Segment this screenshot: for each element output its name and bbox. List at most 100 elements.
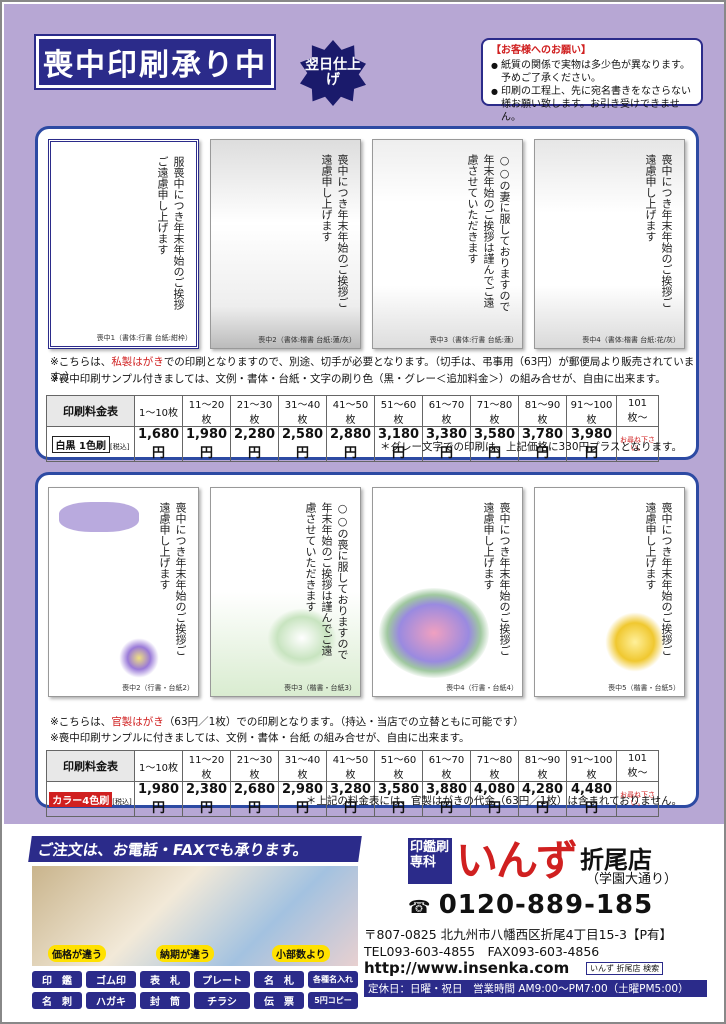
- search-box[interactable]: いんず 折尾店 検索: [586, 962, 664, 975]
- range-cell: 41〜50枚: [326, 750, 375, 782]
- price-table-color: 印刷料金表 1〜10枚 11〜20枚 21〜30枚 31〜40枚 41〜50枚 …: [46, 750, 659, 817]
- price-cell: 4,280円: [518, 781, 567, 817]
- notice-title: 【お客様へのお願い】: [491, 45, 591, 56]
- card-message: 喪中につき年末年始のご挨拶ご遠慮申し上げます: [644, 154, 673, 308]
- sample-card-1[interactable]: 服喪中につき年末年始のご挨拶ご遠慮申し上げます 喪中1（書体:行書 台紙:紺枠）: [48, 139, 199, 349]
- type-cell: 白黒 1色刷 [税込]: [46, 426, 135, 462]
- price-cell: 3,180円: [374, 426, 423, 462]
- website-link[interactable]: http://www.insenka.com: [364, 959, 570, 977]
- daisy-flower-decoration: [267, 608, 337, 668]
- range-cell: 11〜20枚: [182, 750, 231, 782]
- footer-section: ご注文は、お電話・FAXでも承ります。 価格が違う 納期が違う 小部数より 印 …: [4, 826, 724, 1022]
- service-slip: 伝 票: [254, 992, 304, 1009]
- shop-address: 〒807-0825 北九州市八幡西区折尾4丁目15-3【P有】: [364, 927, 673, 942]
- service-plate: プレート: [194, 971, 250, 988]
- range-cell: 51〜60枚: [374, 750, 423, 782]
- sample-card-7[interactable]: 喪中につき年末年始のご挨拶ご遠慮申し上げます 喪中4（行書・台紙4）: [372, 487, 523, 697]
- note-postcard: ※こちらは、私製はがきでの印刷となりますので、別途、切手が必要となります。（切手…: [50, 356, 695, 383]
- top-section: 喪中印刷承り中 翌日仕上げ 【お客様へのお願い】 紙質の関係で実物は多少色が異な…: [4, 4, 724, 824]
- products-photo: 価格が違う 納期が違う 小部数より: [32, 866, 358, 966]
- color-panel: 喪中につき年末年始のご挨拶ご遠慮申し上げます 喪中2（行書・台紙2） ○○の喪に…: [35, 472, 699, 817]
- price-tag: 価格が違う: [48, 945, 106, 962]
- sample-card-5[interactable]: 喪中につき年末年始のご挨拶ご遠慮申し上げます 喪中2（行書・台紙2）: [48, 487, 199, 697]
- flower-basket-decoration: [379, 588, 489, 678]
- page-title: 喪中印刷承り中: [34, 34, 276, 90]
- price-cell: 2,380円: [182, 781, 231, 817]
- range-cell: 21〜30枚: [230, 395, 279, 427]
- price-cell: 3,280円: [326, 781, 375, 817]
- gray-text-note: ＊グレー文字での印刷は、上記価格に330円プラスとなります。: [380, 441, 682, 453]
- service-nameplate: 表 札: [140, 971, 190, 988]
- range-cell: 1〜10枚: [134, 395, 183, 427]
- phone-icon: ☎: [408, 897, 439, 918]
- card-message: 喪中につき年末年始のご挨拶ご遠慮申し上げます: [320, 154, 349, 308]
- service-name-tag: 名 札: [254, 971, 304, 988]
- price-cell: 2,980円: [278, 781, 327, 817]
- range-cell: 71〜80枚: [470, 750, 519, 782]
- card-message: ○○の喪に服しておりますので年末年始のご挨拶は謹んでご遠慮させていただきます: [304, 502, 349, 660]
- sample-card-8[interactable]: 喪中につき年末年始のご挨拶ご遠慮申し上げます 喪中5（楷書・台紙5）: [534, 487, 685, 697]
- shop-location: （学園大通り）: [586, 872, 678, 887]
- price-table-mono: 印刷料金表 1〜10枚 11〜20枚 21〜30枚 31〜40枚 41〜50枚 …: [46, 395, 659, 462]
- purple-brush-decoration: [59, 502, 139, 532]
- range-cell: 91〜100枚: [566, 395, 617, 427]
- range-cell: 81〜90枚: [518, 750, 567, 782]
- card-message: ○○の妻に服しておりますので年末年始のご挨拶は謹んでご遠慮させていただきます: [466, 154, 511, 312]
- postcard-price-note: ＊上記の料金表には、官製はがきの代金（63円／1枚）は含まれておりません。: [305, 795, 682, 807]
- price-cell: 1,980円: [134, 781, 183, 817]
- card-message: 喪中につき年末年始のご挨拶ご遠慮申し上げます: [482, 502, 511, 656]
- range-cell: 61〜70枚: [422, 750, 471, 782]
- range-cell: 51〜60枚: [374, 395, 423, 427]
- range-cell: 1〜10枚: [134, 750, 183, 782]
- range-cell: 21〜30枚: [230, 750, 279, 782]
- card-caption: 喪中2（行書・台紙2）: [122, 684, 194, 692]
- price-cell: お尋ね下さい。: [616, 781, 659, 817]
- price-cell: 1,680円: [134, 426, 183, 462]
- card-caption: 喪中4（行書・台紙4）: [446, 684, 518, 692]
- service-business-card: 名 刺: [32, 992, 82, 1009]
- range-cell: 71〜80枚: [470, 395, 519, 427]
- aster-flower-decoration: [119, 638, 159, 678]
- service-seal: 印 鑑: [32, 971, 82, 988]
- range-cell: 81〜90枚: [518, 395, 567, 427]
- price-cell: 2,580円: [278, 426, 327, 462]
- customer-notice: 【お客様へのお願い】 紙質の関係で実物は多少色が異なります。予めご了承ください。…: [481, 38, 703, 123]
- card-caption: 喪中3（楷書・台紙3）: [284, 684, 356, 692]
- note-postcard: ※こちらは、官製はがき（63円／1枚）での印刷となります。（持込・当店での立替と…: [50, 716, 524, 728]
- card-caption: 喪中1（書体:行書 台紙:紺枠）: [96, 334, 192, 342]
- price-cell: 3,580円: [470, 426, 519, 462]
- range-cell: 11〜20枚: [182, 395, 231, 427]
- card-caption: 喪中2（書体:楷書 台紙:蓮/灰）: [258, 336, 356, 344]
- next-day-badge: 翌日仕上げ: [300, 40, 366, 106]
- service-envelope: 封 筒: [140, 992, 190, 1009]
- delivery-tag: 納期が違う: [156, 945, 214, 962]
- sample-card-2[interactable]: 喪中につき年末年始のご挨拶ご遠慮申し上げます 喪中2（書体:楷書 台紙:蓮/灰）: [210, 139, 361, 349]
- note-combination: ※喪中印刷サンプル付きましては、文例・書体・台紙・文字の刷り色（黒・グレー＜追加…: [50, 373, 666, 385]
- card-message: 喪中につき年末年始のご挨拶ご遠慮申し上げます: [158, 502, 187, 656]
- service-copy: 5円コピー: [308, 992, 358, 1009]
- service-name-printing: 各種名入れ: [308, 971, 358, 988]
- monochrome-panel: 服喪中につき年末年始のご挨拶ご遠慮申し上げます 喪中1（書体:行書 台紙:紺枠）…: [35, 126, 699, 462]
- sample-card-4[interactable]: 喪中につき年末年始のご挨拶ご遠慮申し上げます 喪中4（書体:楷書 台紙:花/灰）: [534, 139, 685, 349]
- price-table-label: 印刷料金表: [46, 395, 135, 427]
- tel-fax: TEL093-603-4855 FAX093-603-4856: [364, 944, 600, 959]
- range-cell: 41〜50枚: [326, 395, 375, 427]
- sample-card-6[interactable]: ○○の喪に服しておりますので年末年始のご挨拶は謹んでご遠慮させていただきます 喪…: [210, 487, 361, 697]
- type-cell: カラー4色刷 [税込]: [46, 781, 135, 817]
- shop-name: 折尾店: [580, 846, 652, 874]
- notice-item: 紙質の関係で実物は多少色が異なります。予めご了承ください。: [491, 59, 693, 85]
- price-cell: 3,880円: [422, 781, 471, 817]
- shop-logo: いんず: [456, 836, 578, 885]
- range-cell: 101枚〜: [616, 395, 659, 427]
- free-dial[interactable]: ☎ 0120-889-185: [408, 890, 654, 920]
- card-message: 喪中につき年末年始のご挨拶ご遠慮申し上げます: [644, 502, 673, 656]
- range-cell: 31〜40枚: [278, 750, 327, 782]
- price-cell: お尋ね下さい。: [616, 426, 659, 462]
- notice-item: 印刷の工程上、先に宛名書きをなさらない様お願い致します。お引き受けできません。: [491, 85, 693, 124]
- sample-card-3[interactable]: ○○の妻に服しておりますので年末年始のご挨拶は謹んでご遠慮させていただきます 喪…: [372, 139, 523, 349]
- small-lot-tag: 小部数より: [272, 945, 330, 962]
- price-cell: 2,680円: [230, 781, 279, 817]
- range-cell: 31〜40枚: [278, 395, 327, 427]
- range-cell: 101枚〜: [616, 750, 659, 782]
